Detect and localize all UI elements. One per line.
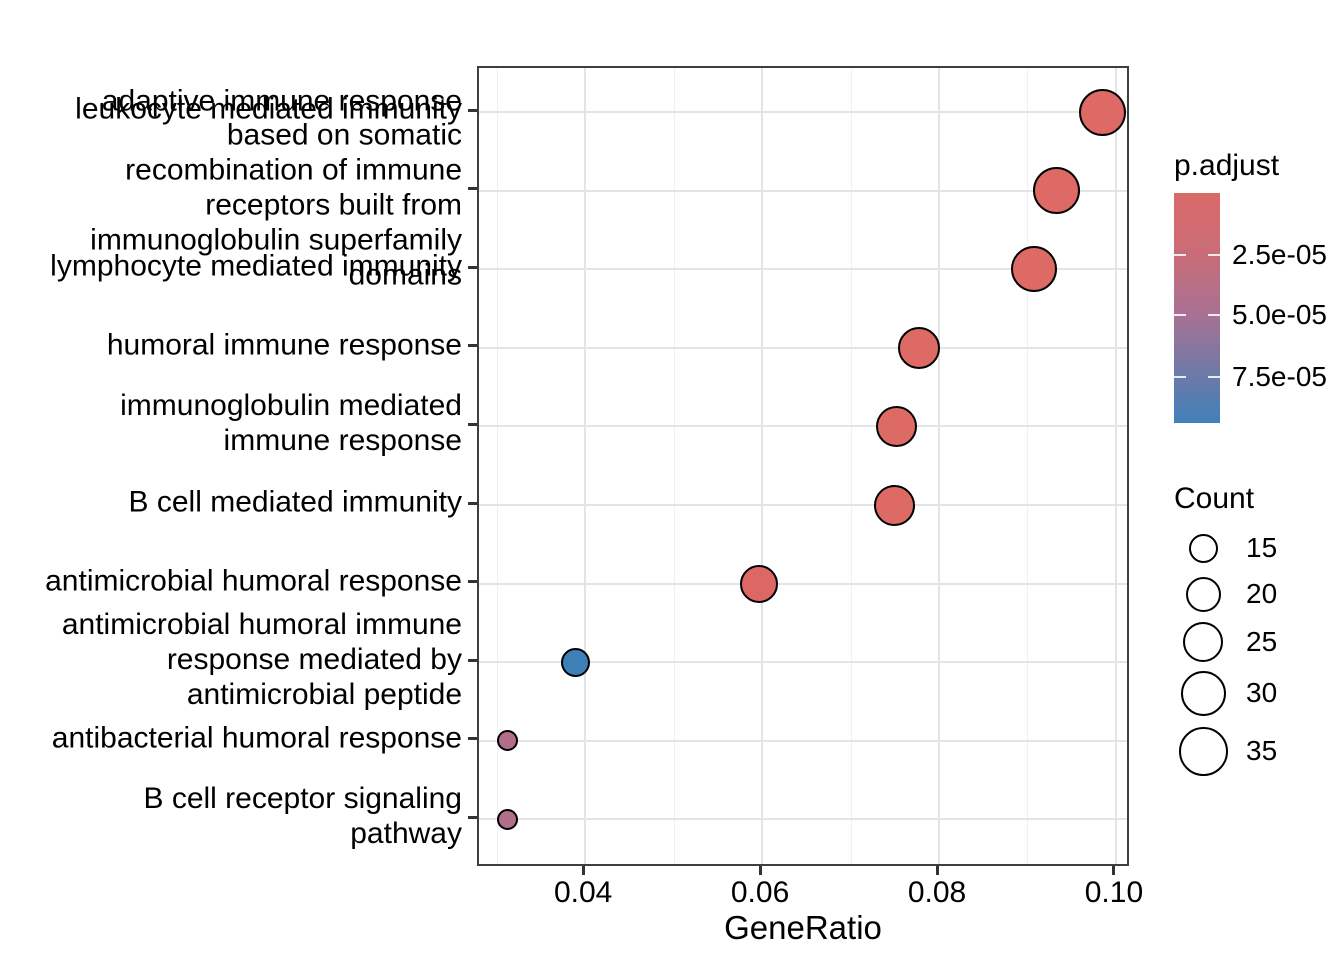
gridline-horizontal-major [479,504,1127,506]
gridline-horizontal-major [479,346,1127,349]
gridline-horizontal-major [479,268,1127,271]
gradient-tick [1208,376,1220,378]
data-point [876,405,918,447]
gridline-vertical-major [761,68,764,864]
gridline-vertical-minor [850,68,852,864]
count-legend-circle [1180,670,1226,716]
count-legend-circle [1185,576,1221,612]
padjust-tick-label: 7.5e-05 [1232,361,1327,392]
y-axis-label: antibacterial humoral response [51,721,462,755]
padjust-legend-title: p.adjust [1174,149,1280,182]
y-axis-tick [468,815,477,819]
y-axis-tick [468,108,477,112]
y-axis-label: antimicrobial humoral immune response me… [61,607,462,711]
count-legend-circle [1178,726,1228,776]
data-point [897,326,940,369]
x-axis-tick-label: 0.06 [730,876,790,909]
x-axis-tick-label: 0.04 [553,876,613,909]
x-axis-tick [758,866,762,875]
gradient-tick [1208,254,1220,257]
y-axis-tick [468,265,477,269]
gridline-vertical-minor [1027,68,1029,864]
y-axis-tick [468,422,477,426]
gridline-horizontal-major [479,111,1127,113]
gradient-tick [1208,313,1220,316]
y-axis-label: B cell receptor signaling pathway [143,782,462,851]
gradient-tick [1174,313,1186,316]
count-legend-title: Count [1174,482,1255,515]
data-point [1033,167,1081,215]
x-axis-tick [1112,866,1116,875]
data-point [560,647,590,677]
gridline-vertical-minor [673,68,675,864]
y-axis-tick [468,187,477,191]
y-axis-label: immunoglobulin mediated immune response [120,389,462,458]
plot-panel [477,66,1129,866]
gridline-vertical-major [584,68,587,864]
gridline-horizontal-major [479,582,1127,585]
x-axis-tick-label: 0.10 [1084,876,1144,909]
data-point [1079,88,1127,136]
y-axis-tick [468,344,477,348]
x-axis-tick-label: 0.08 [907,876,967,909]
data-point [496,730,518,752]
count-legend-label: 20 [1246,578,1278,609]
count-legend-label: 35 [1246,735,1278,766]
count-legend-circle [1183,622,1223,662]
y-axis-label: adaptive immune response based on somati… [90,84,462,292]
y-axis-tick [468,501,477,505]
count-legend-label: 25 [1246,626,1278,657]
gridline-vertical-major [938,68,941,864]
count-legend-label: 15 [1246,532,1278,563]
data-point [739,564,778,603]
x-axis-title: GeneRatio [724,909,882,946]
gridline-horizontal-major [479,425,1127,428]
x-axis-tick [581,866,585,875]
data-point [496,808,518,830]
padjust-gradient-bar [1174,193,1220,423]
count-legend-circle [1188,533,1218,563]
data-point [1010,246,1057,293]
padjust-tick-label: 2.5e-05 [1232,239,1327,270]
count-legend-label: 30 [1246,677,1278,708]
y-axis-tick [468,658,477,662]
y-axis-label: lymphocyte mediated immunity [50,249,462,283]
gridline-horizontal-major [479,818,1127,821]
gradient-tick [1174,376,1186,378]
y-axis-label: B cell mediated immunity [128,485,462,519]
y-axis-label: antimicrobial humoral response [45,564,462,598]
gradient-tick [1174,254,1186,257]
x-axis-tick [935,866,939,875]
padjust-tick-label: 5.0e-05 [1232,299,1327,330]
gridline-horizontal-major [479,739,1127,742]
gridline-horizontal-major [479,189,1127,192]
y-axis-label: leukocyte mediated immunity [75,92,462,126]
gridline-horizontal-major [479,661,1127,664]
y-axis-tick [468,580,477,584]
data-point [874,484,916,526]
y-axis-label: humoral immune response [106,328,462,362]
gridline-vertical-minor [496,68,498,864]
y-axis-tick [468,737,477,741]
gridline-vertical-major [1114,68,1117,864]
